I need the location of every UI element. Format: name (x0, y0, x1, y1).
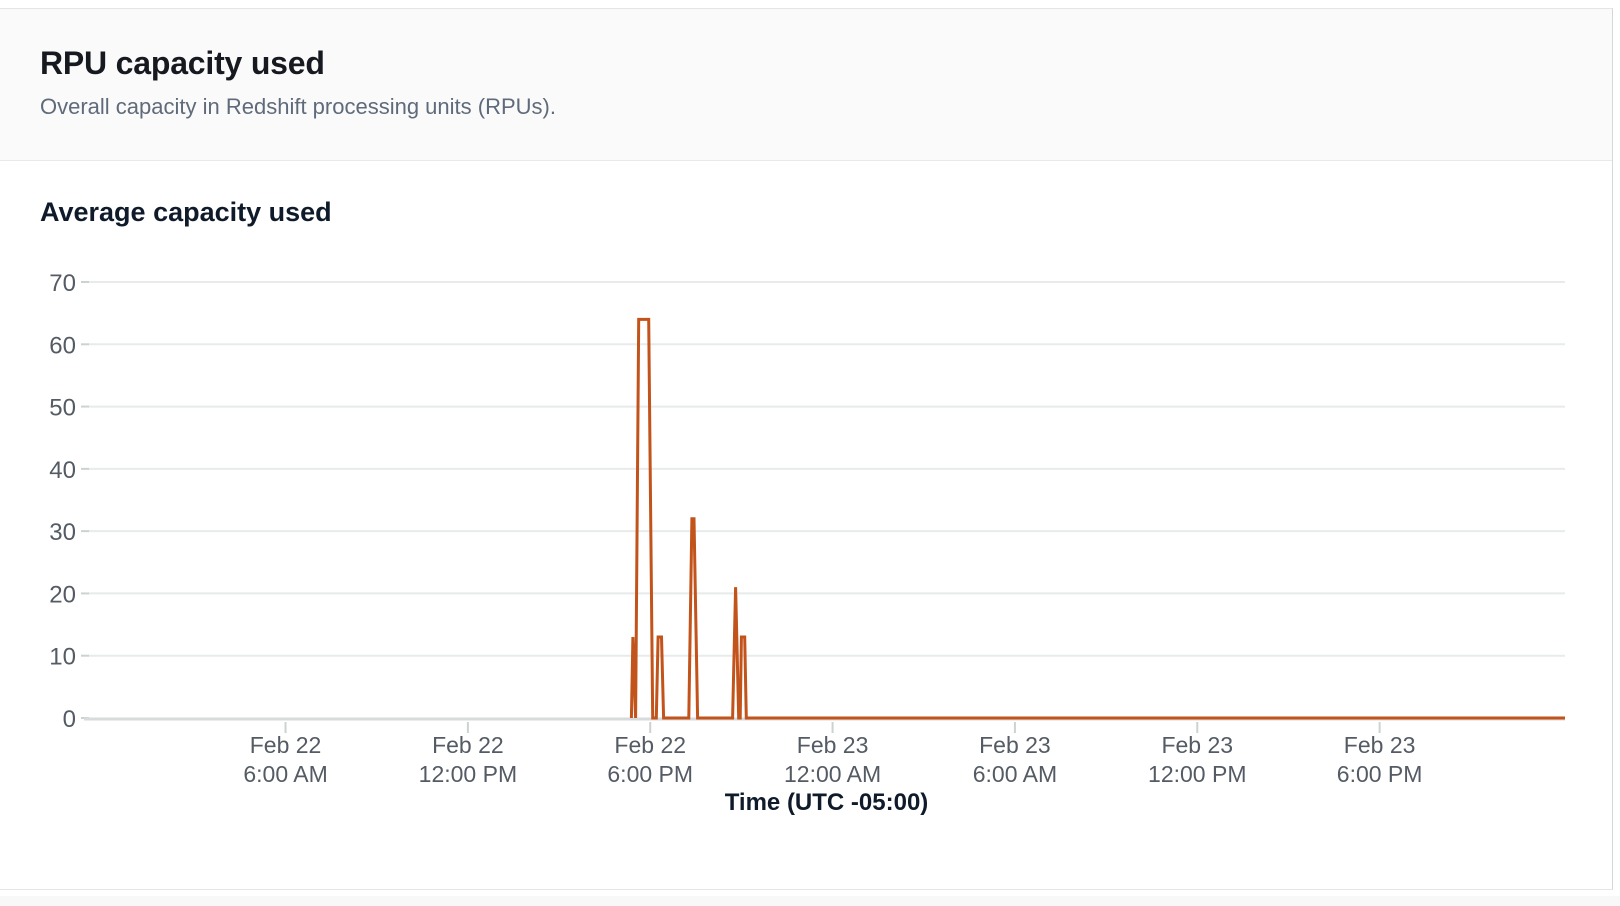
y-tick-label: 0 (63, 706, 76, 733)
card-title: RPU capacity used (40, 45, 325, 81)
x-tick-label: Feb 23 6:00 PM (1337, 732, 1423, 787)
rpu-capacity-card: RPU capacity used Overall capacity in Re… (0, 8, 1613, 890)
y-tick-label: 60 (49, 332, 76, 359)
x-tick-label: Feb 22 12:00 PM (419, 732, 517, 787)
y-tick-label: 70 (49, 270, 76, 297)
x-tick-label: Feb 23 6:00 AM (973, 732, 1057, 787)
x-tick-label: Feb 23 12:00 PM (1148, 732, 1246, 787)
card-body: Average capacity used 0 10 20 30 40 50 60 70 Feb… (0, 161, 1612, 889)
capacity-line-chart[interactable]: 0 10 20 30 40 50 60 70 Feb 22 6:00 AM Feb 22 12:00 … (40, 250, 1580, 845)
capacity-series-line (629, 317, 1565, 720)
y-tick-label: 50 (49, 395, 76, 422)
y-tick-label: 20 (49, 581, 76, 608)
x-axis-title: Time (UTC -05:00) (725, 789, 929, 816)
x-tick-label: Feb 23 12:00 AM (784, 732, 881, 787)
chart-title: Average capacity used (40, 197, 332, 227)
x-tick-label: Feb 22 6:00 PM (607, 732, 693, 787)
capacity-chart-svg: 0 10 20 30 40 50 60 70 Feb 22 6:00 AM Feb 22 12:00 … (49, 270, 1565, 816)
card-description: Overall capacity in Redshift processing … (40, 94, 556, 119)
y-tick-label: 30 (49, 519, 76, 546)
x-tick-label: Feb 22 6:00 AM (243, 732, 327, 787)
page-bottom-strip (0, 896, 1620, 906)
card-header: RPU capacity used Overall capacity in Re… (0, 9, 1612, 161)
y-tick-label: 40 (49, 457, 76, 484)
y-tick-label: 10 (49, 644, 76, 671)
